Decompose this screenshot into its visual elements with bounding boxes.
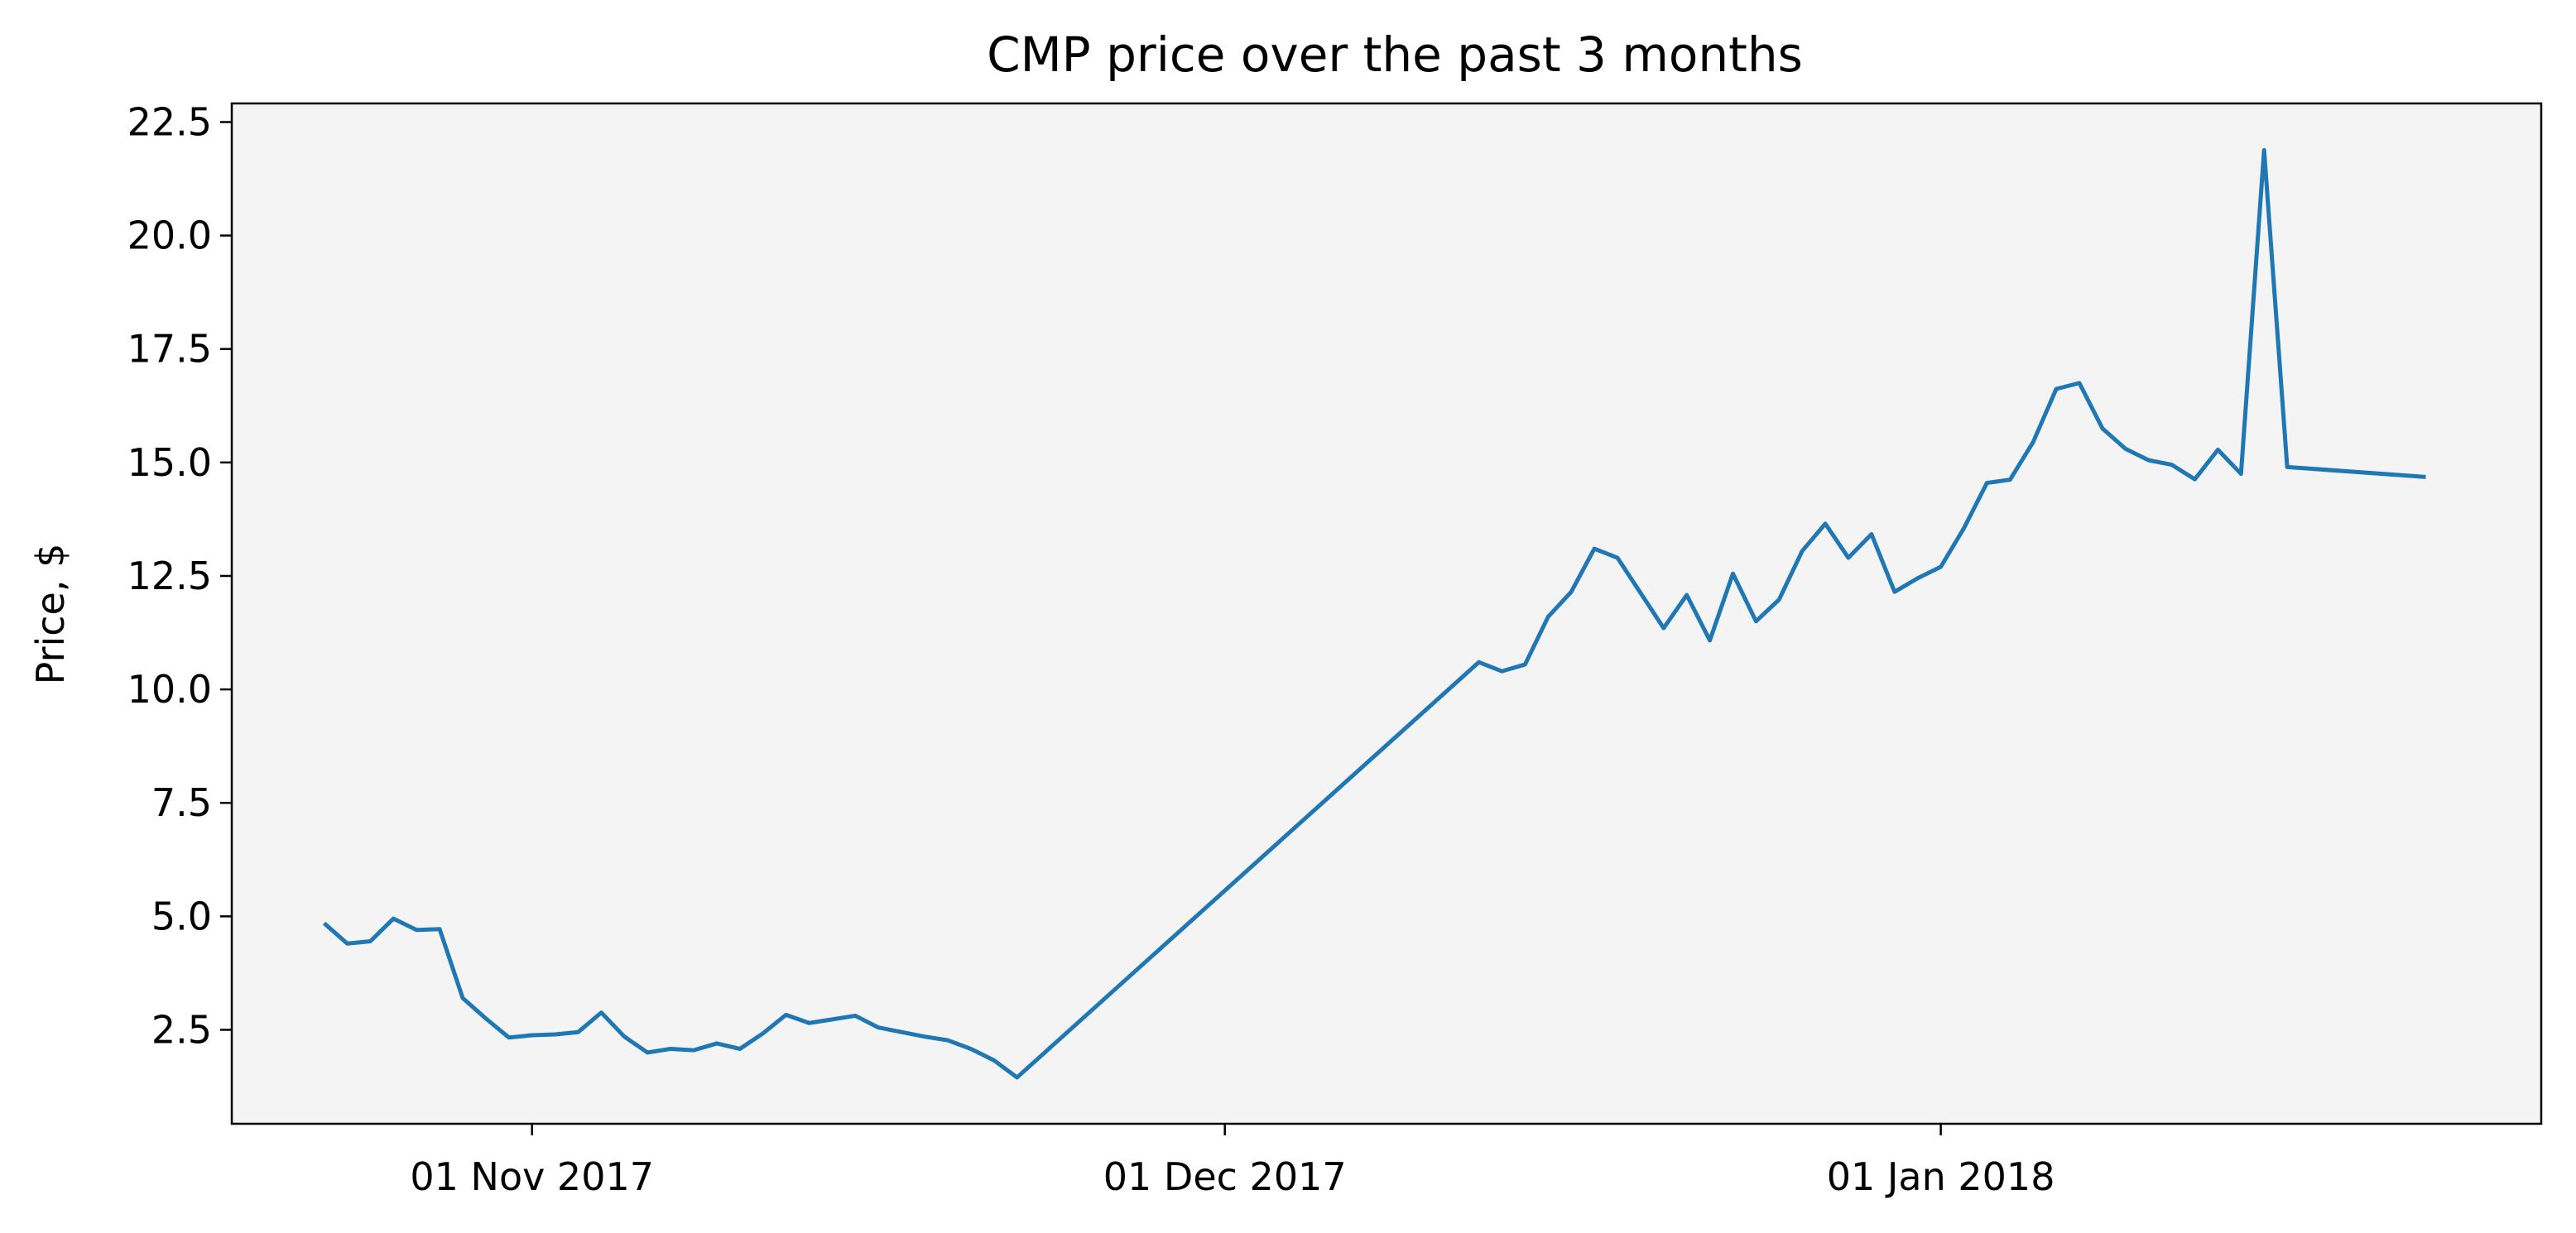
x-tick-label: 01 Nov 2017 — [410, 1154, 654, 1199]
series-line-0 — [322, 147, 2426, 1080]
y-tick-label: 5.0 — [151, 894, 212, 938]
y-axis-label: Price, $ — [28, 544, 73, 685]
y-tick-label: 12.5 — [127, 554, 212, 598]
y-tick-label: 10.0 — [127, 667, 212, 712]
y-tick-label: 15.0 — [127, 440, 212, 485]
y-tick-label: 7.5 — [151, 780, 212, 825]
x-tick-label: 01 Jan 2018 — [1827, 1154, 2055, 1199]
ticks-layer: 2.5 5.0 7.5 10.0 12.5 15.0 17.5 20.0 22.5 01 Nov … — [127, 99, 2055, 1199]
axes-frame — [230, 102, 2543, 1125]
y-tick-label: 22.5 — [127, 99, 212, 144]
plot-area — [232, 103, 2541, 1124]
series-layer — [322, 147, 2426, 1080]
y-tick-label: 17.5 — [127, 327, 212, 372]
x-tick-label: 01 Dec 2017 — [1103, 1154, 1347, 1199]
y-tick-label: 20.0 — [127, 213, 212, 258]
y-tick-label: 2.5 — [151, 1007, 212, 1052]
chart-title: CMP price over the past 3 months — [987, 26, 1803, 83]
